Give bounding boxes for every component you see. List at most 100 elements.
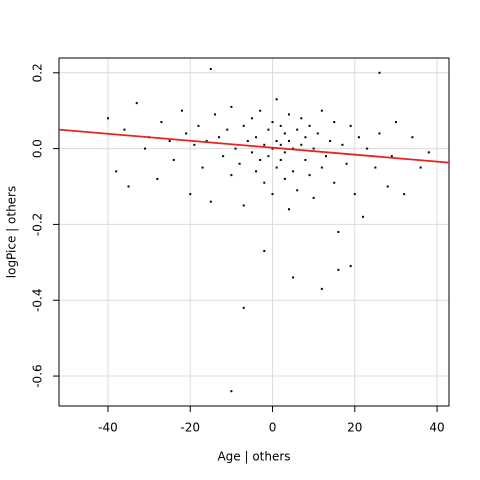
point — [304, 158, 307, 161]
point — [279, 158, 282, 161]
point — [205, 140, 208, 143]
point — [390, 155, 393, 158]
point — [259, 109, 262, 112]
point — [185, 132, 188, 135]
point — [337, 268, 340, 271]
point — [213, 113, 216, 116]
y-tick-label: -0.6 — [31, 364, 45, 387]
point — [106, 117, 109, 120]
regression-line — [58, 128, 450, 164]
x-tick-label: -20 — [180, 421, 200, 435]
point — [222, 155, 225, 158]
point — [255, 136, 258, 139]
point — [259, 158, 262, 161]
point — [123, 128, 126, 131]
point — [357, 136, 360, 139]
point — [324, 155, 327, 158]
point — [312, 147, 315, 150]
point — [378, 71, 381, 74]
point — [271, 121, 274, 124]
point — [287, 208, 290, 211]
point — [197, 124, 200, 127]
point — [181, 109, 184, 112]
point — [333, 181, 336, 184]
point — [246, 140, 249, 143]
point — [296, 189, 299, 192]
x-axis-label: Age | others — [217, 450, 290, 464]
point — [218, 136, 221, 139]
point — [209, 67, 212, 70]
point — [312, 196, 315, 199]
point — [127, 185, 130, 188]
point — [242, 204, 245, 207]
point — [345, 162, 348, 165]
point — [283, 132, 286, 135]
point — [296, 128, 299, 131]
point — [156, 177, 159, 180]
y-tick-label: 0.2 — [31, 63, 45, 82]
y-tick-label: -0.2 — [31, 213, 45, 236]
point — [242, 306, 245, 309]
point — [292, 170, 295, 173]
y-axis-label: logPice | others — [5, 186, 19, 278]
point — [378, 132, 381, 135]
point — [230, 105, 233, 108]
point — [275, 98, 278, 101]
point — [300, 117, 303, 120]
point — [304, 136, 307, 139]
point — [341, 143, 344, 146]
point — [263, 143, 266, 146]
y-tick-label: 0.0 — [31, 139, 45, 158]
point — [234, 147, 237, 150]
point — [283, 151, 286, 154]
point — [275, 166, 278, 169]
point — [189, 193, 192, 196]
point — [115, 170, 118, 173]
x-tick-label: 40 — [429, 421, 444, 435]
point — [263, 249, 266, 252]
x-tick-label: 0 — [269, 421, 277, 435]
x-tick-label: 20 — [347, 421, 362, 435]
point — [201, 166, 204, 169]
point — [287, 140, 290, 143]
plot-frame — [58, 57, 450, 407]
point — [172, 158, 175, 161]
point — [353, 193, 356, 196]
point — [230, 174, 233, 177]
point — [193, 143, 196, 146]
point — [238, 162, 241, 165]
point — [292, 276, 295, 279]
point — [362, 215, 365, 218]
point — [403, 193, 406, 196]
point — [283, 177, 286, 180]
point — [349, 124, 352, 127]
point — [329, 140, 332, 143]
point — [287, 113, 290, 116]
point — [209, 200, 212, 203]
point — [300, 143, 303, 146]
point — [427, 151, 430, 154]
point — [419, 166, 422, 169]
point — [263, 181, 266, 184]
point — [250, 151, 253, 154]
point — [308, 174, 311, 177]
point — [267, 155, 270, 158]
point — [168, 140, 171, 143]
y-tick-label: -0.4 — [31, 289, 45, 312]
point — [308, 124, 311, 127]
point — [394, 121, 397, 124]
point — [320, 109, 323, 112]
point — [226, 128, 229, 131]
x-tick-label: -40 — [98, 421, 118, 435]
point — [160, 121, 163, 124]
point — [349, 265, 352, 268]
point — [135, 102, 138, 105]
point — [374, 166, 377, 169]
point — [411, 136, 414, 139]
point — [242, 124, 245, 127]
point — [337, 231, 340, 233]
point — [255, 170, 258, 173]
point — [320, 166, 323, 169]
point — [250, 117, 253, 120]
